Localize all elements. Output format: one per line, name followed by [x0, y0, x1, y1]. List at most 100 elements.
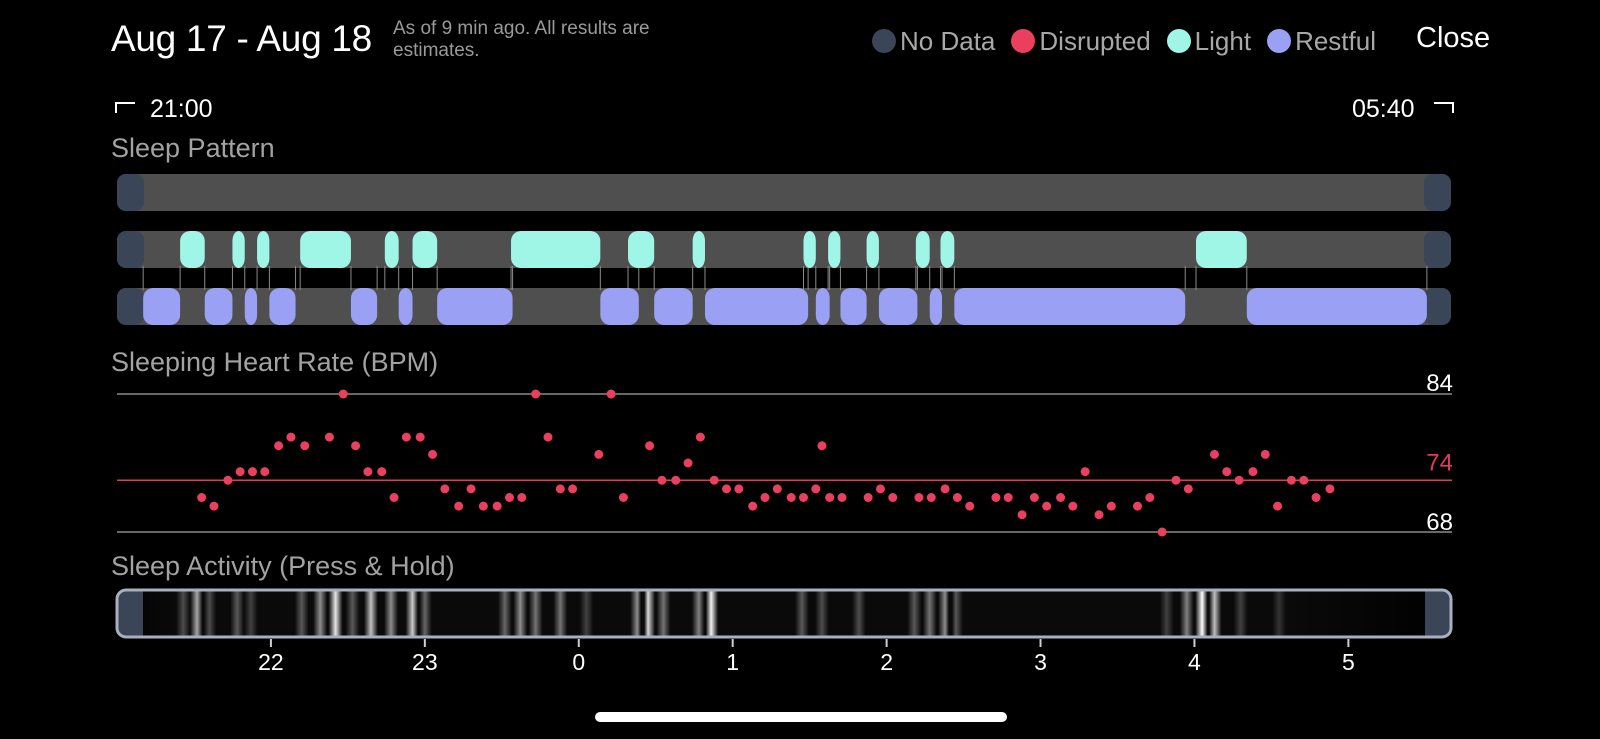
- hr-point: [926, 493, 936, 502]
- hr-point: [645, 441, 655, 451]
- hr-point: [401, 432, 411, 442]
- axis-tick-label: 3: [1034, 649, 1047, 675]
- hr-point: [683, 458, 693, 468]
- section-title-heart-rate: Sleeping Heart Rate (BPM): [111, 347, 439, 377]
- hr-point: [1311, 493, 1321, 502]
- hr-point: [1299, 475, 1309, 485]
- hr-point: [786, 493, 796, 502]
- hr-point: [671, 475, 681, 485]
- light-segment: [828, 231, 841, 268]
- legend-label: No Data: [900, 25, 996, 56]
- light-segment: [384, 231, 399, 268]
- light-segment: [257, 231, 270, 268]
- restful-segment: [143, 288, 181, 325]
- start-bracket-icon: [115, 102, 135, 113]
- hr-point: [223, 475, 233, 485]
- hr-point: [235, 467, 245, 477]
- hr-point: [952, 493, 962, 502]
- hr-point: [1183, 484, 1193, 494]
- hr-point: [914, 493, 924, 502]
- hr-point: [1171, 475, 1181, 485]
- legend-item-disrupted: Disrupted: [1011, 26, 1151, 57]
- restful-segment: [350, 288, 378, 325]
- hr-point: [543, 432, 553, 442]
- hr-point: [1222, 467, 1232, 477]
- restful-segment: [1246, 288, 1427, 325]
- axis-tick-label: 4: [1188, 649, 1201, 675]
- light-segment: [1195, 231, 1247, 268]
- hr-point: [1029, 493, 1039, 502]
- hr-point: [300, 441, 310, 451]
- hr-point: [1094, 510, 1104, 520]
- hr-point: [492, 501, 502, 511]
- light-segment: [940, 231, 955, 268]
- status-subtitle: As of 9 min ago. All results are estimat…: [393, 18, 650, 61]
- hr-point: [722, 484, 732, 494]
- hr-point: [531, 389, 541, 399]
- close-button[interactable]: Close: [1416, 22, 1491, 54]
- legend-item-light: Light: [1166, 26, 1251, 57]
- hr-min-label: 68: [1426, 509, 1453, 536]
- restful-segment: [878, 288, 918, 325]
- axis-tick-label: 23: [412, 649, 438, 675]
- restful-segment: [437, 288, 513, 325]
- hr-point: [965, 501, 975, 511]
- hr-point: [1286, 475, 1296, 485]
- restful-segment: [654, 288, 693, 325]
- section-title-activity: Sleep Activity (Press & Hold): [111, 551, 455, 581]
- hr-point: [1234, 475, 1244, 485]
- hr-point: [517, 493, 527, 502]
- restful-segment: [815, 288, 830, 325]
- hr-point: [454, 501, 464, 511]
- nodata-segment: [1424, 288, 1451, 325]
- hr-point: [825, 493, 835, 502]
- legend-label: Restful: [1295, 25, 1376, 56]
- hr-point: [324, 432, 334, 442]
- hr-point: [428, 449, 438, 459]
- restful-segment: [954, 288, 1186, 325]
- activity-heatmap[interactable]: [117, 590, 1451, 637]
- axis-tick-label: 0: [572, 649, 585, 675]
- hr-point: [363, 467, 373, 477]
- restful-segment: [269, 288, 296, 325]
- home-indicator[interactable]: [595, 712, 1007, 722]
- hr-point: [709, 475, 719, 485]
- light-segment: [180, 231, 205, 268]
- hr-point: [247, 467, 257, 477]
- legend-dot-icon: [1011, 29, 1036, 53]
- restful-segment: [840, 288, 867, 325]
- restful-segment: [244, 288, 258, 325]
- hr-point: [274, 441, 284, 451]
- sleep-activity-chart[interactable]: 22 23 0 1 2 3 4 5: [115, 588, 1453, 675]
- light-segment: [692, 231, 705, 268]
- axis-tick-label: 5: [1342, 649, 1355, 675]
- hr-point: [1017, 510, 1027, 520]
- activity-border: [115, 588, 1453, 639]
- hr-point: [466, 484, 476, 494]
- hr-point: [1209, 449, 1219, 459]
- hr-point: [568, 484, 578, 494]
- hr-point: [888, 493, 898, 502]
- hr-point: [734, 484, 744, 494]
- hr-point: [415, 432, 425, 442]
- hr-point: [286, 432, 296, 442]
- hr-point: [1068, 501, 1078, 511]
- light-segment: [628, 231, 655, 268]
- legend-item-restful: Restful: [1267, 26, 1376, 57]
- hr-point: [197, 493, 207, 502]
- nodata-segment: [1424, 231, 1451, 268]
- legend: No Data Disrupted Light Restful: [872, 24, 1376, 58]
- restful-segment: [600, 288, 639, 325]
- legend-dot-icon: [1267, 29, 1292, 53]
- axis-tick-label: 22: [258, 649, 284, 675]
- hr-point: [338, 389, 348, 399]
- start-time: 21:00: [150, 95, 213, 123]
- hr-point: [817, 441, 827, 451]
- nodata-segment: [117, 590, 143, 637]
- hr-point: [991, 493, 1001, 502]
- hr-point: [837, 493, 847, 502]
- hr-point: [209, 501, 219, 511]
- hr-point: [606, 389, 616, 399]
- axis-tick-label: 1: [726, 649, 739, 675]
